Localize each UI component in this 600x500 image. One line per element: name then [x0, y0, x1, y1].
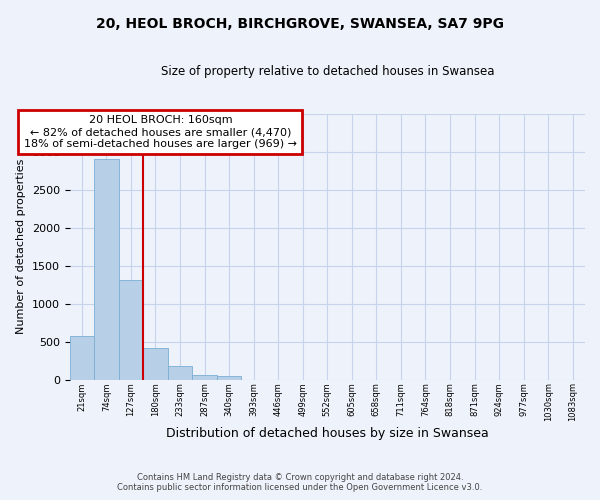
Text: Contains HM Land Registry data © Crown copyright and database right 2024.
Contai: Contains HM Land Registry data © Crown c… [118, 473, 482, 492]
Bar [94, 160, 119, 380]
X-axis label: Distribution of detached houses by size in Swansea: Distribution of detached houses by size … [166, 427, 488, 440]
Bar [143, 348, 168, 380]
Bar [70, 336, 94, 380]
Bar [192, 374, 217, 380]
Text: 20, HEOL BROCH, BIRCHGROVE, SWANSEA, SA7 9PG: 20, HEOL BROCH, BIRCHGROVE, SWANSEA, SA7… [96, 18, 504, 32]
Text: 20 HEOL BROCH: 160sqm
← 82% of detached houses are smaller (4,470)
18% of semi-d: 20 HEOL BROCH: 160sqm ← 82% of detached … [24, 116, 297, 148]
Bar [168, 366, 192, 380]
Title: Size of property relative to detached houses in Swansea: Size of property relative to detached ho… [161, 65, 494, 78]
Y-axis label: Number of detached properties: Number of detached properties [16, 159, 26, 334]
Bar [119, 280, 143, 380]
Bar [217, 376, 241, 380]
